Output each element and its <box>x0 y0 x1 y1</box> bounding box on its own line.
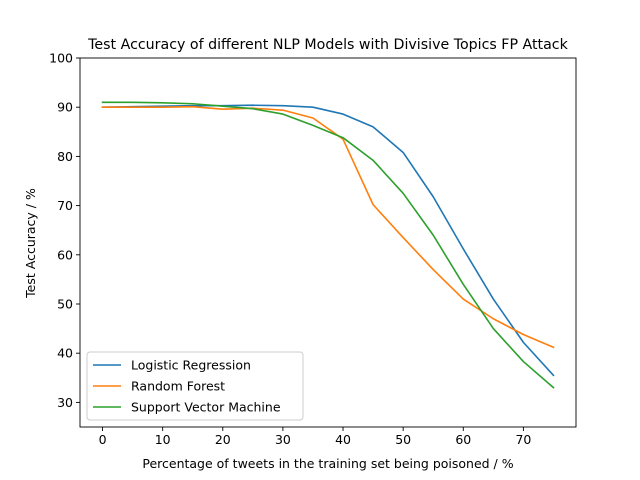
x-tick-label: 10 <box>155 432 171 447</box>
x-tick-label: 40 <box>335 432 351 447</box>
x-tick-label: 30 <box>275 432 291 447</box>
y-tick-label: 40 <box>57 346 73 361</box>
axes: 0 10 20 30 40 50 60 70 30 40 50 60 70 80 90 100 <box>49 51 577 447</box>
y-tick-label: 70 <box>57 198 73 213</box>
y-tick-label: 60 <box>57 247 73 262</box>
y-tick-label: 50 <box>57 297 73 312</box>
x-tick-label: 60 <box>455 432 471 447</box>
series-line-1 <box>101 105 555 349</box>
chart-title: Test Accuracy of different NLP Models wi… <box>87 37 568 53</box>
series-lines <box>101 101 555 389</box>
x-tick-label: 20 <box>215 432 231 447</box>
x-tick-label: 0 <box>99 432 107 447</box>
series-line-2 <box>101 101 555 389</box>
x-tick-label: 50 <box>395 432 411 447</box>
y-tick-label: 80 <box>57 149 73 164</box>
legend-label-1: Random Forest <box>131 379 225 394</box>
legend-label-0: Logistic Regression <box>131 358 251 373</box>
x-axis-label: Percentage of tweets in the training set… <box>142 456 513 471</box>
y-tick-label: 30 <box>57 395 73 410</box>
y-tick-label: 100 <box>49 51 73 66</box>
legend: Logistic Regression Random Forest Support … <box>86 351 304 421</box>
y-tick-label: 90 <box>57 100 73 115</box>
y-axis-label: Test Accuracy / % <box>23 188 38 299</box>
series-line-0 <box>101 104 555 377</box>
legend-label-2: Support Vector Machine <box>131 400 281 415</box>
x-tick-label: 70 <box>515 432 531 447</box>
axes-frame <box>79 57 577 428</box>
legend-box <box>86 351 304 421</box>
